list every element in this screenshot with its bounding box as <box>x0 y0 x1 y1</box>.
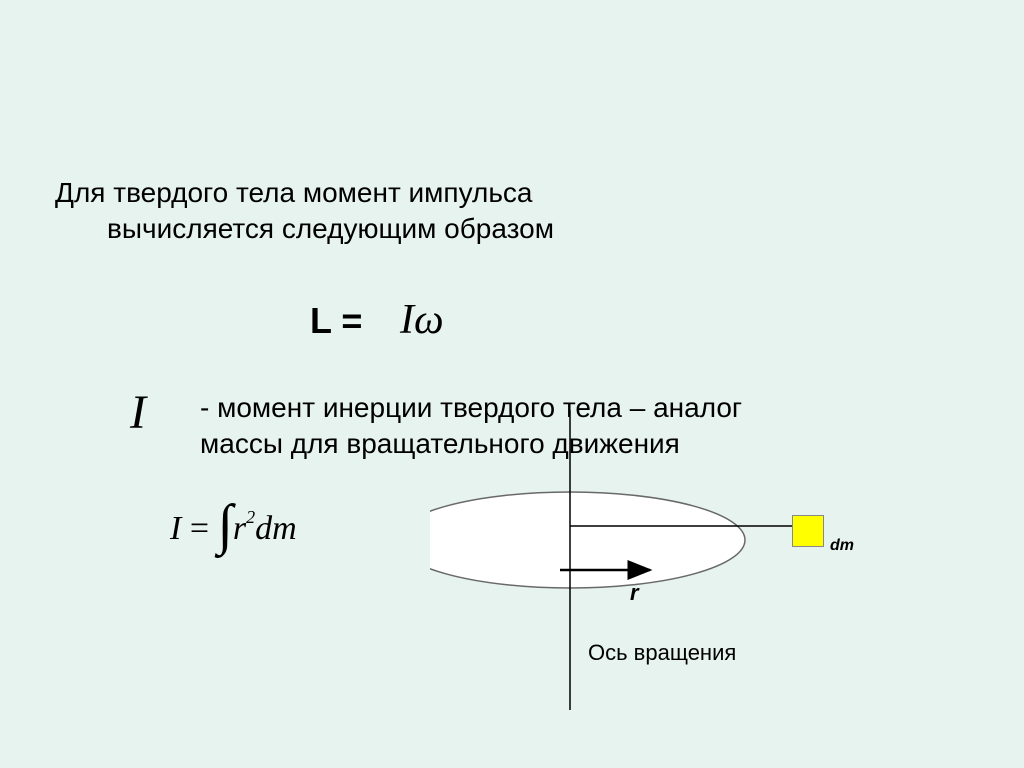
body-ellipse <box>430 492 745 588</box>
inertia-diagram: dm r Ось вращения <box>430 410 850 710</box>
equation-lhs: L = <box>310 300 362 342</box>
inertia-I-symbol: I <box>130 385 146 440</box>
intro-paragraph: Для твердого тела момент импульса вычисл… <box>55 175 554 247</box>
symbol-I: I <box>400 297 414 343</box>
integral-dm: dm <box>255 510 297 547</box>
axis-label: Ось вращения <box>588 640 736 666</box>
integral-eq: = <box>181 510 217 547</box>
symbol-omega: ω <box>414 297 444 343</box>
integral-exp: 2 <box>246 507 255 527</box>
intro-line2: вычисляется следующим образом <box>55 211 554 247</box>
dm-label: dm <box>830 537 854 555</box>
r-label: r <box>630 580 639 606</box>
integral-formula: I = ∫r2dm <box>170 510 297 548</box>
slide: Для твердого тела момент импульса вычисл… <box>0 0 1024 768</box>
dm-mass-element <box>792 515 824 547</box>
integral-r: r <box>233 510 246 547</box>
intro-line1: Для твердого тела момент импульса <box>55 175 554 211</box>
equation-rhs: Iω <box>400 296 444 344</box>
integral-I: I <box>170 510 181 547</box>
